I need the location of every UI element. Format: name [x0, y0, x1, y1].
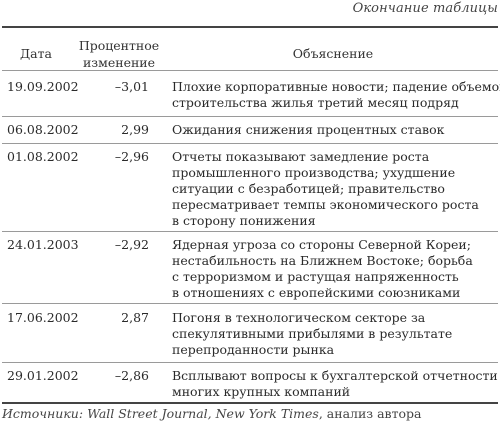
explanation-line: Ядерная угроза со стороны Северной Кореи… — [172, 237, 471, 252]
table-top-rule — [2, 26, 498, 28]
header-explanation: Объяснение — [292, 46, 374, 61]
explanation-line: Плохие корпоративные новости; падение об… — [172, 79, 500, 94]
header-date: Дата — [20, 46, 52, 61]
row-date: 24.01.2003 — [7, 237, 79, 252]
explanation-line: Ожидания снижения процентных ставок — [172, 122, 445, 137]
table-bottom-rule — [2, 402, 498, 404]
sources-label: Источники: — [2, 406, 84, 421]
continuation-label: Окончание таблицы — [352, 1, 498, 16]
row-divider — [2, 303, 498, 304]
explanation-line: Отчеты показывают замедление роста — [172, 149, 430, 164]
explanation-line: ситуации с безработицей; правительство — [172, 181, 445, 196]
row-explanation: Отчеты показывают замедление роста промы… — [172, 149, 494, 229]
row-change: 2,99 — [121, 122, 149, 137]
explanation-line: перепроданности рынка — [172, 342, 335, 357]
row-explanation: Ядерная угроза со стороны Северной Кореи… — [172, 237, 494, 301]
explanation-line: строительства жилья третий месяц подряд — [172, 95, 459, 110]
sources-note: Источники: Wall Street Journal, New York… — [2, 406, 421, 421]
row-change: –2,92 — [114, 237, 149, 252]
row-divider — [2, 116, 498, 117]
explanation-line: многих крупных компаний — [172, 384, 351, 399]
row-date: 29.01.2002 — [7, 368, 79, 383]
explanation-line: промышленного производства; ухудшение — [172, 165, 456, 180]
row-explanation: Плохие корпоративные новости; падение об… — [172, 79, 500, 111]
sources-publications: Wall Street Journal, New York Times — [87, 406, 319, 421]
header-change-line1: Процентное — [78, 38, 160, 53]
row-divider — [2, 143, 498, 144]
explanation-line: в сторону понижения — [172, 213, 316, 228]
row-change: –2,86 — [114, 368, 149, 383]
row-date: 19.09.2002 — [7, 79, 79, 94]
row-date: 01.08.2002 — [7, 149, 79, 164]
row-explanation: Погоня в технологическом секторе за спек… — [172, 310, 494, 358]
row-change: –3,01 — [114, 79, 149, 94]
header-bottom-rule — [2, 70, 498, 71]
explanation-line: нестабильность на Ближнем Востоке; борьб… — [172, 253, 473, 268]
explanation-line: с терроризмом и растущая напряженность — [172, 269, 459, 284]
header-change-line2: изменение — [82, 55, 156, 70]
explanation-line: Всплывают вопросы к бухгалтерской отчетн… — [172, 368, 498, 383]
explanation-line: Погоня в технологическом секторе за — [172, 310, 426, 325]
row-change: 2,87 — [121, 310, 149, 325]
sources-rest: , анализ автора — [318, 406, 422, 421]
header-change: Процентное изменение — [78, 37, 160, 71]
row-change: –2,96 — [114, 149, 149, 164]
explanation-line: пересматривает темпы экономического рост… — [172, 197, 479, 212]
row-date: 17.06.2002 — [7, 310, 79, 325]
row-divider — [2, 362, 498, 363]
explanation-line: спекулятивными прибылями в результате — [172, 326, 453, 341]
row-explanation: Ожидания снижения процентных ставок — [172, 122, 494, 138]
row-date: 06.08.2002 — [7, 122, 79, 137]
explanation-line: в отношениях с европейскими союзниками — [172, 285, 461, 300]
row-explanation: Всплывают вопросы к бухгалтерской отчетн… — [172, 368, 498, 400]
row-divider — [2, 231, 498, 232]
